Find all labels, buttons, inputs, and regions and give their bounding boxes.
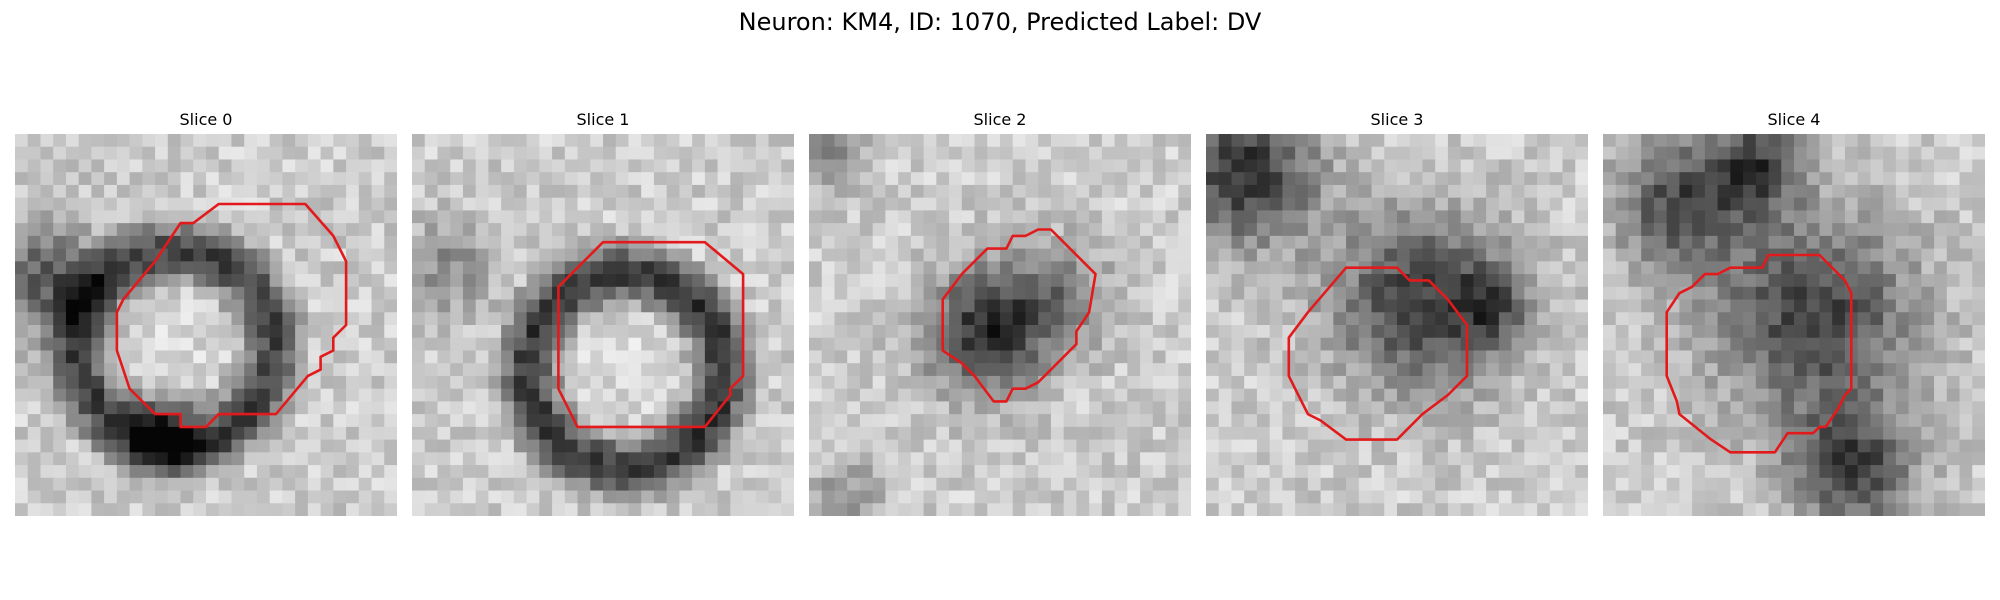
slice-panel-0: Slice 0: [15, 110, 397, 520]
slice-panel-1: Slice 1: [412, 110, 794, 520]
slice-image-3: [1206, 134, 1588, 516]
pixel-grid: [15, 134, 397, 516]
slice-title: Slice 1: [576, 110, 630, 129]
slice-panel-4: Slice 4: [1603, 110, 1985, 520]
slice-image-1: [412, 134, 794, 516]
segmentation-outline: [1287, 266, 1469, 441]
pixel-grid: [412, 134, 794, 516]
slice-image-2: [809, 134, 1191, 516]
pixel-grid: [1206, 134, 1588, 516]
slice-panel-3: Slice 3: [1206, 110, 1588, 520]
pixel-grid: [809, 134, 1191, 516]
slice-title: Slice 4: [1767, 110, 1821, 129]
slice-title: Slice 0: [179, 110, 233, 129]
segmentation-outline: [1665, 253, 1853, 454]
slice-title: Slice 2: [973, 110, 1027, 129]
segmentation-outline: [941, 228, 1097, 403]
slice-image-0: [15, 134, 397, 516]
pixel-grid: [1603, 134, 1985, 516]
slice-image-4: [1603, 134, 1985, 516]
segmentation-outline: [557, 240, 745, 429]
slice-panel-2: Slice 2: [809, 110, 1191, 520]
slice-title: Slice 3: [1370, 110, 1424, 129]
segmentation-outline: [115, 202, 348, 429]
figure-title: Neuron: KM4, ID: 1070, Predicted Label: …: [738, 8, 1262, 36]
